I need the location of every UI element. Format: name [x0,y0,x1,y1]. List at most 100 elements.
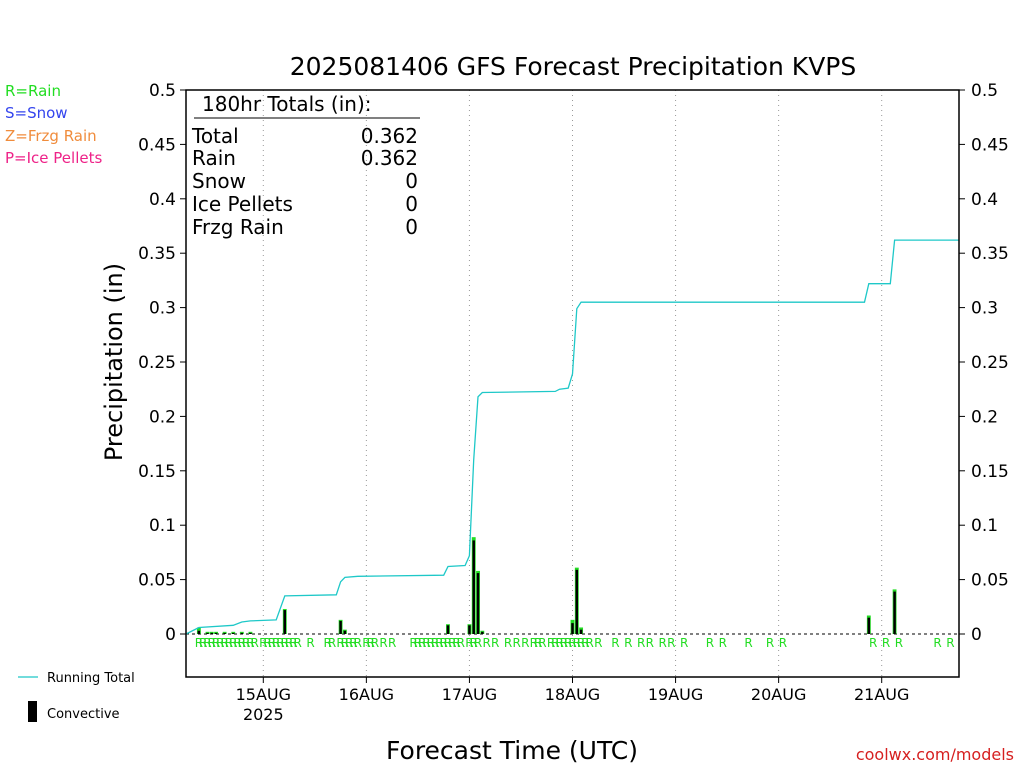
rain-marker: R [577,636,585,650]
ytick-left-label: 0.05 [138,571,176,591]
ytick-left-label: 0.45 [138,135,176,155]
rain-marker: R [431,636,439,650]
totals-frzg-rain-value: 0 [405,215,418,239]
rain-marker: R [242,636,250,650]
rain-marker: R [667,636,675,650]
legend-snow: S=Snow [5,104,68,122]
totals-total-label: Total [191,124,239,148]
rain-marker: R [448,636,456,650]
totals-box: 180hr Totals (in): Total 0.362 Rain 0.36… [191,92,420,239]
chart-title: 2025081406 GFS Forecast Precipitation KV… [290,52,857,81]
series-legend: Running Total Convective [18,671,135,722]
rain-marker: R [452,636,460,650]
running-total-legend-label: Running Total [47,671,135,686]
rain-marker: R [706,636,714,650]
totals-rain-value: 0.362 [361,146,418,170]
rain-marker: R [418,636,426,650]
rain-marker: R [538,636,546,650]
y-axis-label: Precipitation (in) [100,263,128,461]
rain-marker: R [195,636,203,650]
rain-marker: R [594,636,602,650]
ytick-right-label: 0.25 [971,353,1009,373]
convective-bar [579,629,583,634]
rain-marker: R [933,636,941,650]
rain-marker: R [551,636,559,650]
rain-marker: R [435,636,443,650]
totals-snow-value: 0 [405,169,418,193]
convective-bar [232,632,235,634]
rain-marker: R [212,636,220,650]
ytick-right-label: 0.3 [971,299,998,319]
rain-marker: R [465,636,473,650]
rain-marker: R [388,636,396,650]
rain-marker: R [203,636,211,650]
ytick-left-label: 0.35 [138,244,176,264]
precip-bars [196,537,897,634]
rain-marker: R [491,636,499,650]
rain-marker: R [637,636,645,650]
legend-frzg-rain: Z=Frzg Rain [5,127,97,145]
convective-bar [339,620,342,634]
rain-marker: R [624,636,632,650]
totals-total-value: 0.362 [361,124,418,148]
rain-marker: R [229,636,237,650]
rain-marker: R [586,636,594,650]
running-total-series [185,239,959,635]
rain-marker: R [766,636,774,650]
plot-frame [185,89,960,678]
rain-marker: R [324,636,332,650]
precip-bar [196,627,201,634]
ytick-right-label: 0.1 [971,516,998,536]
rain-marker: R [362,636,370,650]
ytick-right-label: 0.5 [971,81,998,101]
xtick-label: 20AUG [751,685,806,704]
convective-legend-label: Convective [47,707,120,722]
xtick-label: 17AUG [442,685,497,704]
xtick-label: 19AUG [648,685,703,704]
rain-marker: R [869,636,877,650]
rain-marker: R [259,636,267,650]
convective-bar [472,540,475,634]
ytick-left-label: 0 [165,625,176,645]
rain-marker: R [470,636,478,650]
convective-bar [571,623,574,634]
ytick-left-label: 0.15 [138,462,176,482]
rain-marker: R [409,636,417,650]
rain-marker: R [238,636,246,650]
rain-marker: R [272,636,280,650]
rain-marker: R [345,636,353,650]
ytick-right-label: 0.2 [971,407,998,427]
y-axis-left: 0 0.05 0.1 0.15 0.2 0.25 0.3 0.35 0.4 0.45 0.5 [138,81,186,645]
rain-marker: R [474,636,482,650]
rain-marker: R [341,636,349,650]
rain-marker: R [246,636,254,650]
rain-marker: R [560,636,568,650]
rain-marker: R [659,636,667,650]
day-gridlines [186,90,959,677]
credit-link[interactable]: coolwx.com/models [856,745,1014,764]
ytick-left-label: 0.3 [149,299,176,319]
rain-marker: R [225,636,233,650]
rain-marker: R [263,636,271,650]
convective-bar [893,591,896,634]
rain-marker: R [530,636,538,650]
rain-marker: R [946,636,954,650]
xtick-label: 15AUG [236,685,291,704]
rain-marker: R [251,636,259,650]
rain-marker: R [444,636,452,650]
rain-marker: R [268,636,276,650]
running-total-line [185,239,959,635]
rain-marker: R [504,636,512,650]
totals-rain-label: Rain [192,146,236,170]
totals-snow-label: Snow [192,169,246,193]
rain-marker: R [882,636,890,650]
ytick-right-label: 0.15 [971,462,1009,482]
rain-marker: R [414,636,422,650]
rain-marker: R [220,636,228,650]
convective-bar [283,610,287,634]
rain-marker: R [306,636,314,650]
convective-bar [343,630,347,634]
convective-bar [210,632,213,634]
